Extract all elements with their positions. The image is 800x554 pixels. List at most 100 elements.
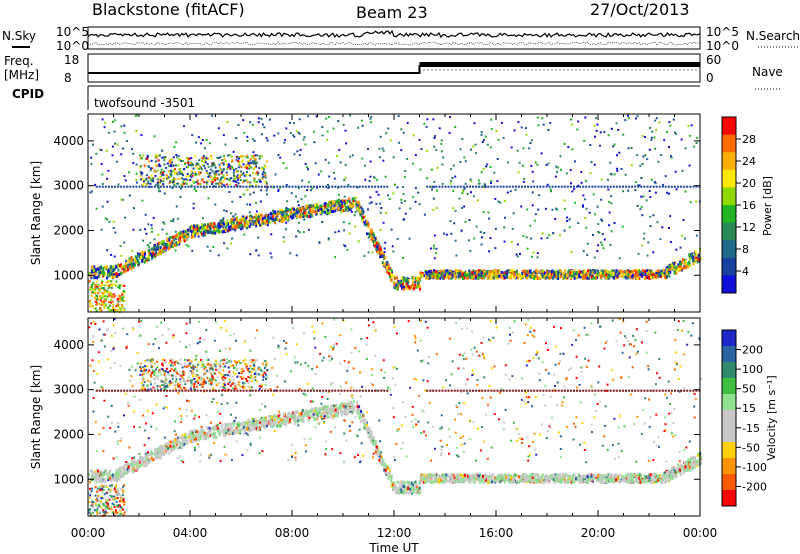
power-cell (384, 256, 387, 260)
power-cell (120, 185, 123, 188)
power-cell (550, 273, 553, 276)
power-cell (503, 273, 506, 277)
power-cell (458, 272, 461, 276)
power-cell (135, 163, 138, 166)
power-cell (600, 269, 603, 273)
power-cell (267, 216, 269, 220)
power-cell (451, 273, 454, 277)
power-cell (313, 141, 316, 144)
power-cell (239, 196, 242, 198)
power-cell (541, 232, 544, 235)
power-cell (442, 156, 445, 159)
power-cell (356, 207, 359, 211)
power-cell (370, 238, 373, 242)
power-cell (319, 185, 321, 188)
power-cell (328, 116, 331, 118)
power-cell (126, 140, 129, 142)
noise-tick-left-bottom: 10^0 (56, 39, 89, 53)
power-cell (130, 258, 133, 262)
power-cell (551, 276, 554, 279)
power-cell (99, 269, 102, 273)
power-cell (289, 252, 292, 255)
power-cell (291, 185, 294, 188)
power-cell (165, 176, 168, 179)
power-cell (219, 179, 222, 181)
power-cell (244, 179, 246, 182)
power-cell (319, 211, 322, 215)
power-cell (556, 171, 559, 173)
power-cell (261, 155, 264, 158)
power-cell (612, 145, 615, 148)
power-cell (104, 272, 107, 276)
power-cell (243, 220, 246, 224)
power-cell (575, 271, 578, 275)
power-cell (475, 185, 478, 188)
power-cell (117, 268, 120, 272)
power-cell (159, 165, 162, 168)
power-cell (297, 229, 300, 232)
power-cell (482, 167, 485, 170)
power-cell (530, 185, 533, 188)
power-cell (175, 205, 178, 208)
power-cell (196, 162, 199, 165)
power-cell (336, 202, 339, 206)
power-cell (535, 277, 537, 280)
power-cell (178, 158, 180, 161)
power-cell (376, 178, 379, 181)
power-cell (115, 305, 118, 308)
power-cell (204, 159, 207, 161)
power-cell (103, 299, 106, 302)
velocity-cell (200, 430, 203, 434)
power-cell (220, 176, 223, 179)
power-cell (92, 269, 95, 272)
power-cell (534, 213, 537, 216)
power-cell (674, 131, 676, 134)
power-cell (610, 127, 613, 130)
power-cell (431, 275, 434, 279)
power-cell (553, 274, 556, 278)
power-cell (485, 165, 488, 168)
power-cell (662, 268, 665, 272)
power-cell (590, 270, 592, 274)
power-cell (650, 275, 653, 279)
power-cell (334, 185, 337, 188)
power-cell (641, 163, 644, 165)
power-cell (675, 266, 678, 270)
power-cell (340, 199, 343, 203)
power-cell (371, 230, 374, 234)
power-cell (600, 178, 603, 181)
velocity-cell (388, 468, 391, 472)
velocity-cell (673, 473, 676, 477)
power-cell (172, 235, 175, 239)
power-cell (231, 228, 234, 231)
power-cell (110, 284, 113, 287)
power-cell (115, 284, 117, 287)
power-cell (128, 257, 131, 261)
power-cell (375, 247, 378, 251)
power-cell (570, 118, 572, 121)
power-cell (450, 274, 453, 278)
power-cell (680, 185, 683, 188)
velocity-cell (356, 411, 359, 415)
power-cell (123, 268, 126, 272)
power-cell (543, 274, 546, 278)
power-cell (95, 280, 98, 283)
power-cell (232, 150, 235, 153)
power-cell (264, 216, 266, 220)
power-cell (530, 237, 533, 240)
power-cell (90, 294, 93, 297)
power-cell (199, 165, 202, 168)
power-cell (492, 269, 495, 273)
power-cell (343, 208, 346, 212)
power-cell (102, 273, 105, 277)
power-cell (225, 221, 228, 225)
power-cell (383, 263, 386, 267)
power-cell (610, 273, 613, 277)
power-cell (277, 188, 280, 191)
power-cell (493, 273, 496, 277)
power-cell (193, 230, 196, 234)
power-cell (659, 270, 662, 274)
power-cell (91, 305, 94, 308)
power-cell (194, 224, 197, 228)
power-cell (558, 271, 561, 274)
